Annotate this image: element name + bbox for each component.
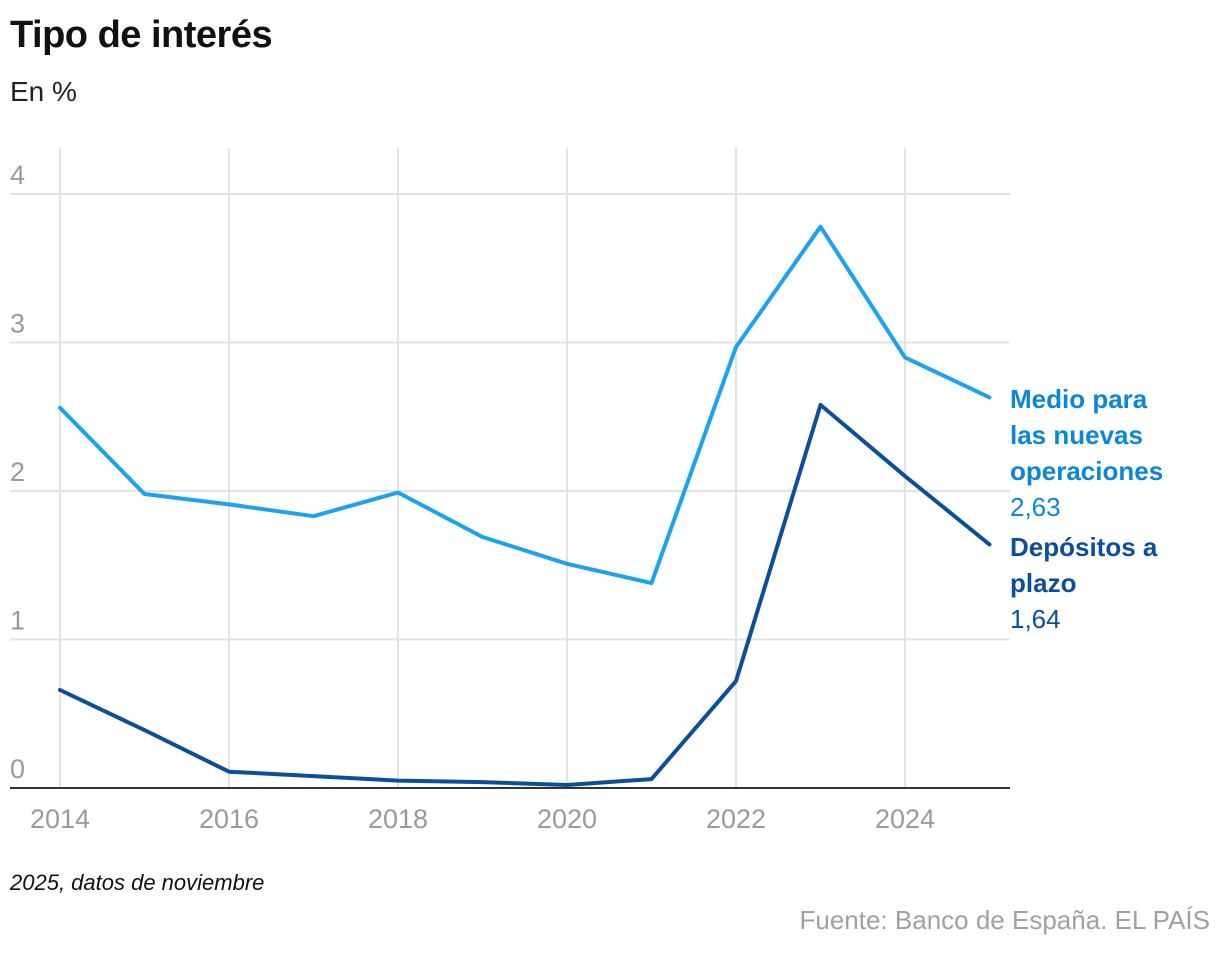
y-tick-label: 3 (10, 309, 25, 339)
x-tick-label: 2022 (706, 804, 766, 834)
series-line-medio (58, 224, 992, 586)
chart-title: Tipo de interés (10, 14, 273, 56)
footnote: 2025, datos de noviembre (10, 870, 265, 895)
series-layer (58, 224, 992, 787)
y-tick-label: 0 (10, 754, 25, 784)
x-tick-label: 2020 (537, 804, 597, 834)
x-tick-label: 2024 (875, 804, 935, 834)
grid-layer (10, 148, 1010, 788)
label-layer: Medio para las nuevas operaciones 2,63 Depós… (1010, 384, 1163, 634)
series-name-label: plazo (1010, 568, 1076, 598)
y-tick-label: 4 (10, 160, 25, 190)
axis-layer: 0 1 2 3 4 2014 2016 2018 2020 2022 2024 (10, 160, 1010, 834)
series-line-depositos (58, 402, 992, 787)
series-name-label: las nuevas (1010, 420, 1143, 450)
line-chart: 0 1 2 3 4 2014 2016 2018 2020 2022 2024 Medio para… (10, 148, 1163, 834)
series-name-label: operaciones (1010, 456, 1163, 486)
x-tick-label: 2014 (30, 804, 90, 834)
series-value-label: 1,64 (1010, 604, 1061, 634)
x-tick-label: 2016 (199, 804, 259, 834)
series-name-label: Medio para (1010, 384, 1148, 414)
x-tick-label: 2018 (368, 804, 428, 834)
y-tick-label: 2 (10, 457, 25, 487)
y-tick-label: 1 (10, 606, 25, 636)
chart-subtitle: En % (10, 76, 77, 107)
source-credit: Fuente: Banco de España. EL PAÍS (799, 905, 1211, 935)
series-name-label: Depósitos a (1010, 532, 1158, 562)
series-value-label: 2,63 (1010, 492, 1061, 522)
